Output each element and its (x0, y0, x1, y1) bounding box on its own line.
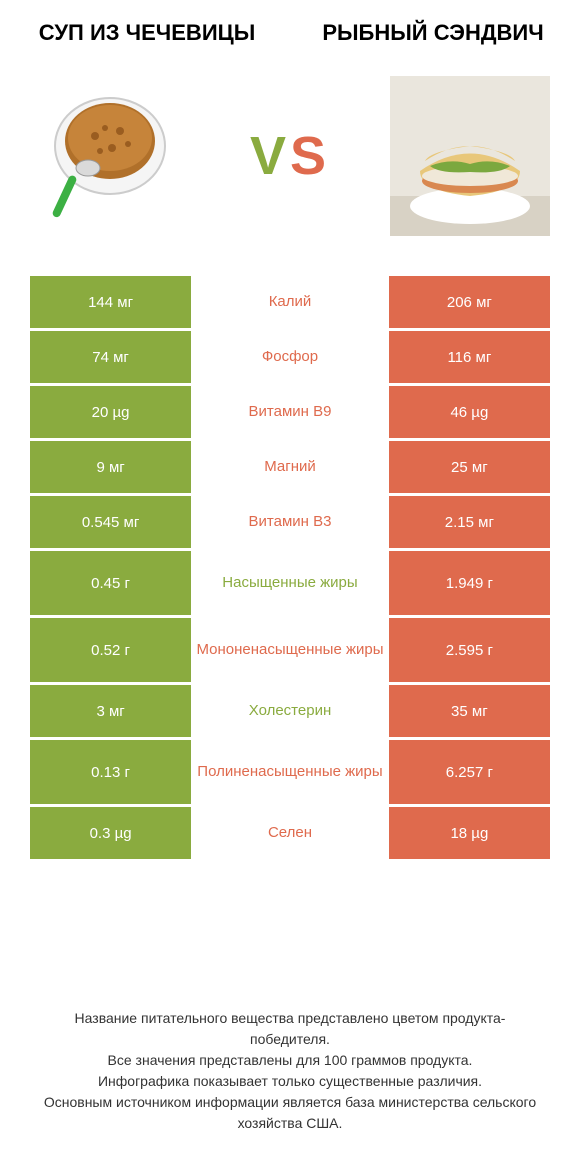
left-value-cell: 0.52 г (30, 618, 191, 682)
table-row: 0.3 µgСелен18 µg (30, 807, 550, 859)
left-food-image (30, 76, 190, 236)
nutrient-label-cell: Витамин B9 (191, 386, 389, 438)
table-row: 74 мгФосфор116 мг (30, 331, 550, 383)
nutrient-label-cell: Калий (191, 276, 389, 328)
right-value-cell: 2.15 мг (389, 496, 550, 548)
left-value-cell: 3 мг (30, 685, 191, 737)
images-row: VS (30, 66, 550, 246)
left-value-cell: 0.3 µg (30, 807, 191, 859)
lentil-soup-icon (40, 86, 180, 226)
right-value-cell: 35 мг (389, 685, 550, 737)
vs-label: VS (250, 125, 330, 187)
comparison-table: 144 мгКалий206 мг74 мгФосфор116 мг20 µgВ… (30, 276, 550, 859)
left-food-title: СУП ИЗ ЧЕЧЕВИЦЫ (30, 20, 264, 46)
table-row: 9 мгМагний25 мг (30, 441, 550, 493)
right-value-cell: 18 µg (389, 807, 550, 859)
right-food-title: РЫБНЫЙ СЭНДВИЧ (316, 20, 550, 46)
left-value-cell: 9 мг (30, 441, 191, 493)
left-value-cell: 144 мг (30, 276, 191, 328)
right-food-image (390, 76, 550, 236)
nutrient-label-cell: Магний (191, 441, 389, 493)
table-row: 0.13 гПолиненасыщенные жиры6.257 г (30, 740, 550, 804)
left-value-cell: 0.13 г (30, 740, 191, 804)
nutrient-label-cell: Насыщенные жиры (191, 551, 389, 615)
right-value-cell: 6.257 г (389, 740, 550, 804)
nutrient-label-cell: Фосфор (191, 331, 389, 383)
nutrient-label-cell: Селен (191, 807, 389, 859)
table-row: 0.545 мгВитамин B32.15 мг (30, 496, 550, 548)
nutrient-label-cell: Холестерин (191, 685, 389, 737)
right-value-cell: 25 мг (389, 441, 550, 493)
nutrient-label-cell: Полиненасыщенные жиры (191, 740, 389, 804)
left-value-cell: 0.45 г (30, 551, 191, 615)
vs-v-letter: V (250, 126, 290, 186)
nutrient-label-cell: Мононенасыщенные жиры (191, 618, 389, 682)
footer: Название питательного вещества представл… (30, 1008, 550, 1154)
header: СУП ИЗ ЧЕЧЕВИЦЫ РЫБНЫЙ СЭНДВИЧ (30, 20, 550, 46)
right-value-cell: 116 мг (389, 331, 550, 383)
left-value-cell: 0.545 мг (30, 496, 191, 548)
right-value-cell: 46 µg (389, 386, 550, 438)
table-row: 0.45 гНасыщенные жиры1.949 г (30, 551, 550, 615)
left-value-cell: 20 µg (30, 386, 191, 438)
nutrient-label-cell: Витамин B3 (191, 496, 389, 548)
right-value-cell: 1.949 г (389, 551, 550, 615)
fish-sandwich-icon (390, 76, 550, 236)
right-value-cell: 206 мг (389, 276, 550, 328)
table-row: 144 мгКалий206 мг (30, 276, 550, 328)
footer-line-4: Основным источником информации является … (40, 1092, 540, 1134)
vs-s-letter: S (290, 126, 330, 186)
table-row: 0.52 гМононенасыщенные жиры2.595 г (30, 618, 550, 682)
footer-line-1: Название питательного вещества представл… (40, 1008, 540, 1050)
table-row: 20 µgВитамин B946 µg (30, 386, 550, 438)
right-value-cell: 2.595 г (389, 618, 550, 682)
table-row: 3 мгХолестерин35 мг (30, 685, 550, 737)
footer-line-3: Инфографика показывает только существенн… (40, 1071, 540, 1092)
left-value-cell: 74 мг (30, 331, 191, 383)
footer-line-2: Все значения представлены для 100 граммо… (40, 1050, 540, 1071)
